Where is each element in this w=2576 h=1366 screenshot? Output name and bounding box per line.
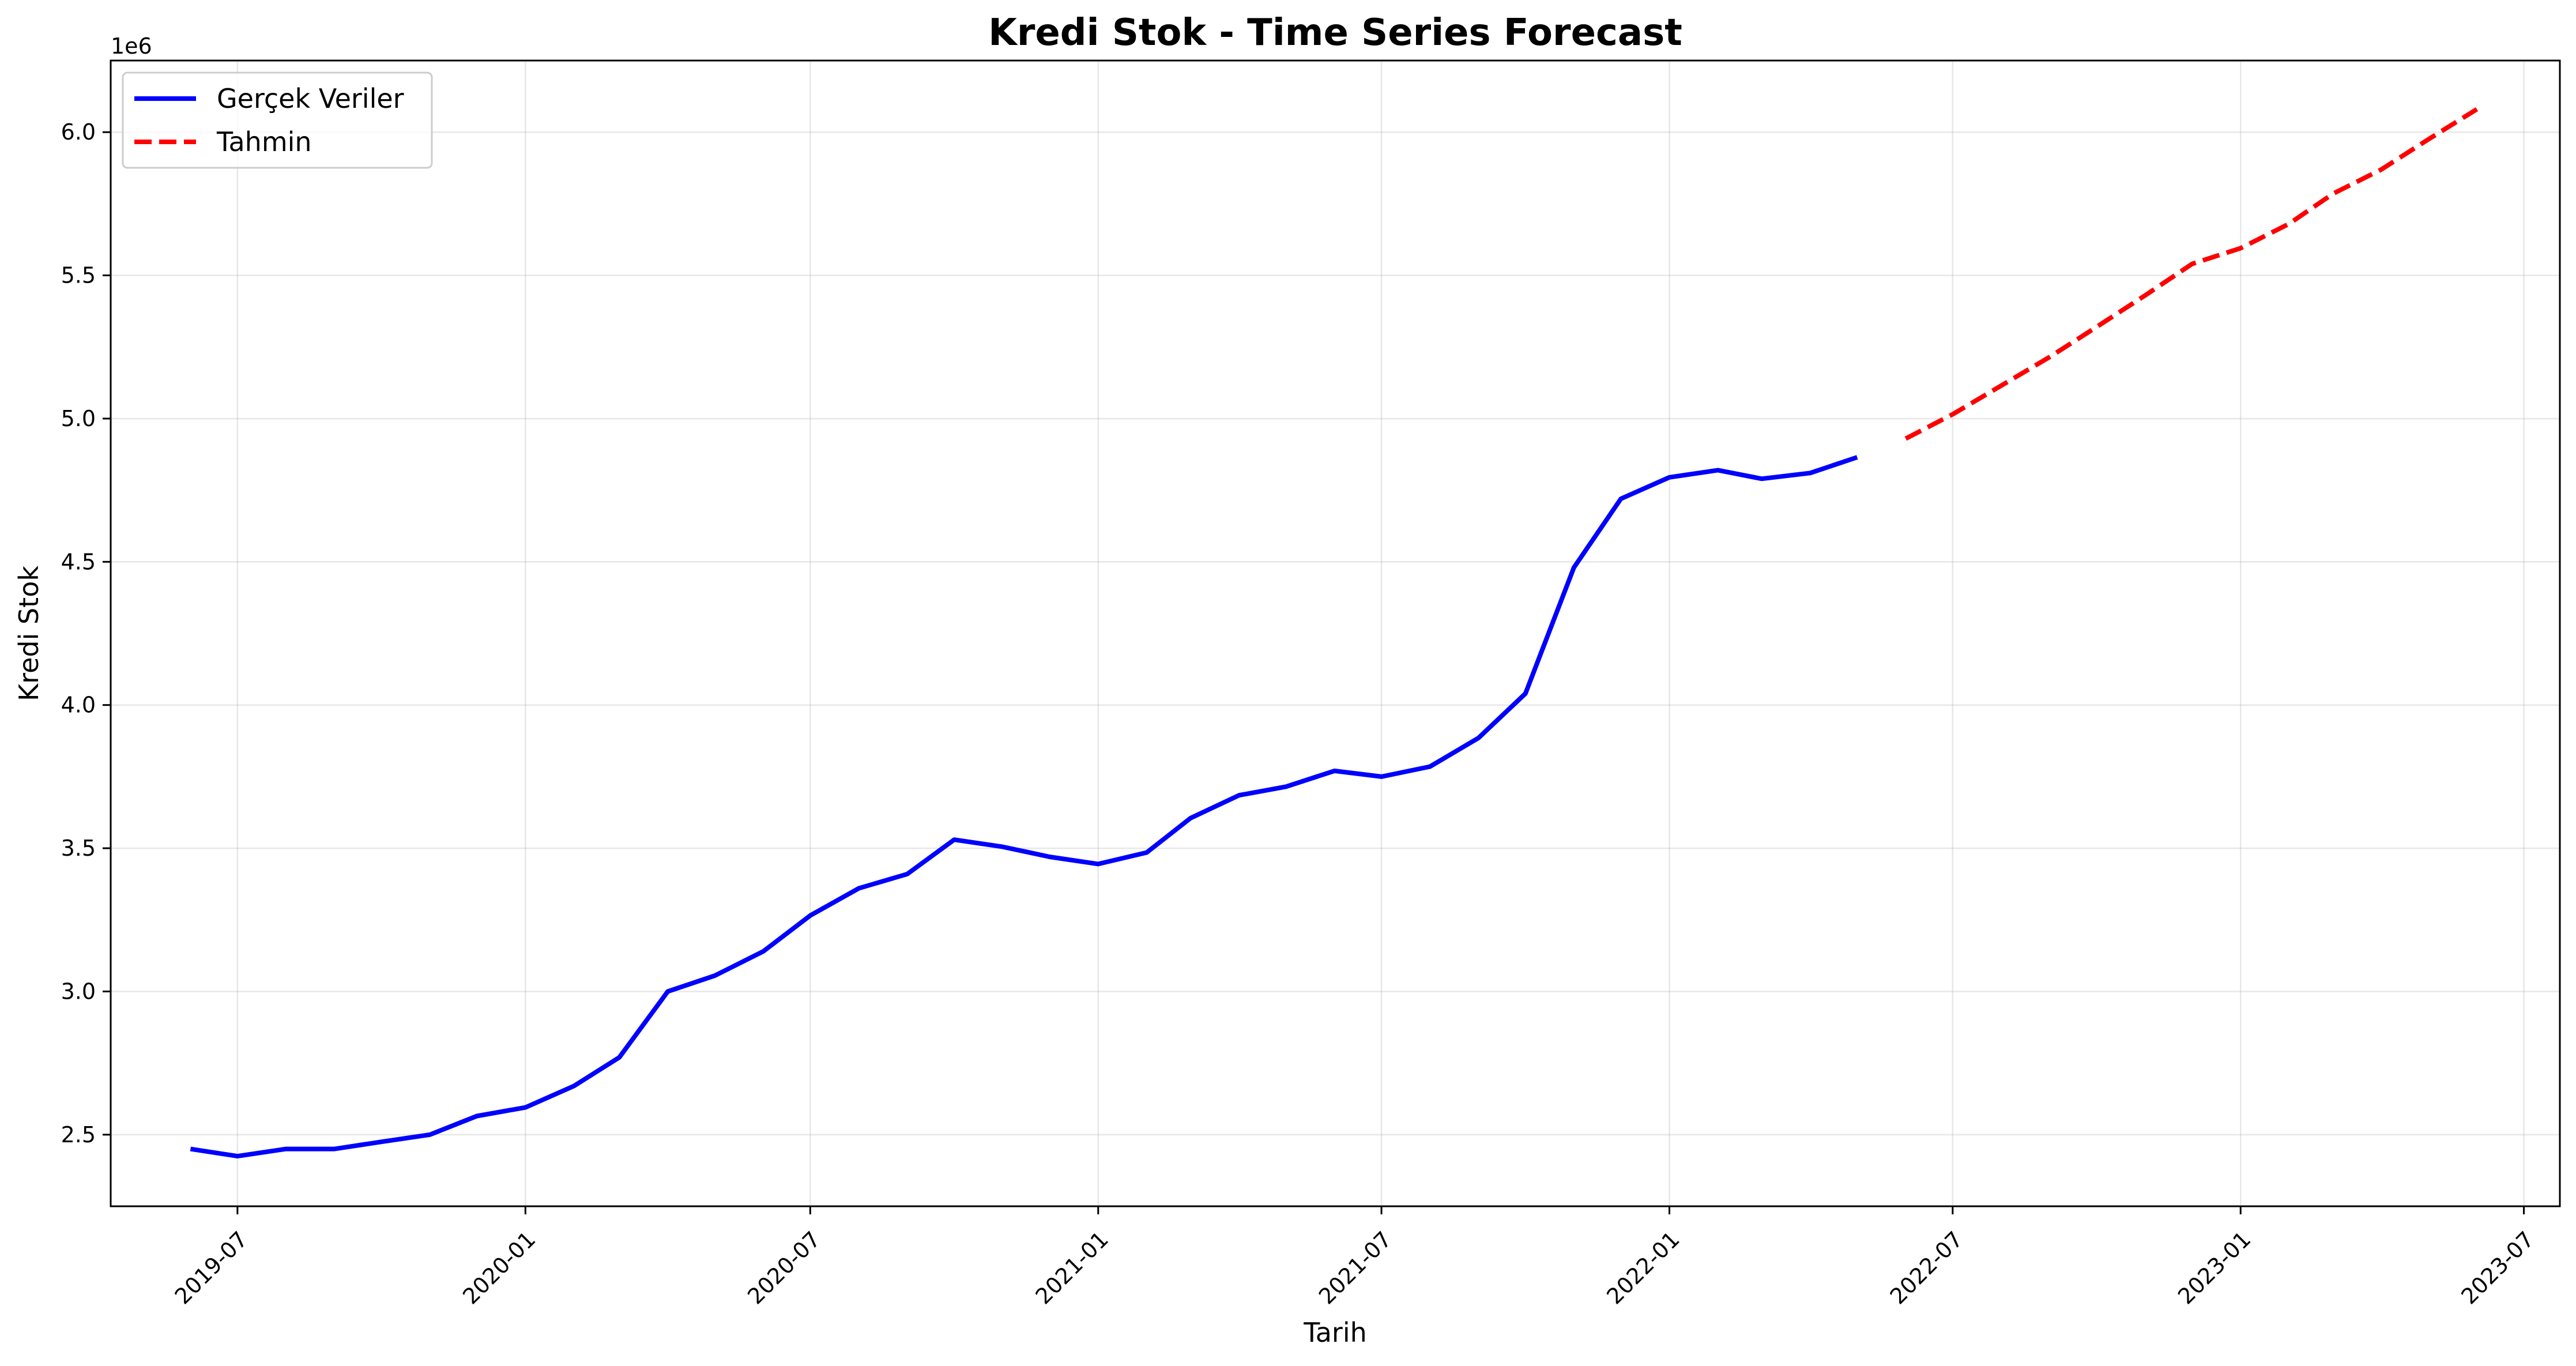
y-tick-label: 6.0 [61, 119, 96, 145]
legend: Gerçek Veriler Tahmin [122, 72, 433, 169]
legend-label-actual: Gerçek Veriler [217, 83, 404, 114]
y-tick-label: 3.0 [61, 979, 96, 1004]
grid [111, 61, 2560, 1206]
x-axis-title: Tarih [1303, 1317, 1367, 1348]
x-tick-label: 2022-01 [1602, 1226, 1684, 1309]
x-tick-label: 2023-01 [2173, 1226, 2255, 1309]
y-tick-label: 2.5 [61, 1122, 96, 1147]
series-lines [190, 107, 2479, 1159]
y-tick-label: 5.5 [61, 263, 96, 288]
x-tick-label: 2021-01 [1031, 1226, 1113, 1309]
x-tick-label: 2022-07 [1885, 1226, 1968, 1309]
x-tick-label: 2019-07 [170, 1226, 253, 1309]
y-tick-label: 4.5 [61, 549, 96, 574]
y-tick-label: 5.0 [61, 406, 96, 431]
legend-label-forecast: Tahmin [216, 126, 312, 157]
y-axis-offset-label: 1e6 [111, 33, 152, 59]
x-tick-label: 2020-01 [458, 1226, 540, 1309]
forecast-line [1904, 107, 2479, 441]
legend-box [122, 72, 433, 169]
y-tick-label: 4.0 [61, 693, 96, 718]
x-tick-label: 2020-07 [743, 1226, 825, 1309]
plot-frame [110, 59, 2561, 1207]
actual-data-line [190, 455, 1858, 1159]
y-tick-label: 3.5 [61, 836, 96, 861]
axis-ticks: 2019-07 2020-01 2020-07 2021-01 2021-07 2022-… [61, 119, 2539, 1309]
x-tick-label: 2023-07 [2456, 1226, 2539, 1309]
x-tick-label: 2021-07 [1314, 1226, 1396, 1309]
chart-title: Kredi Stok - Time Series Forecast [988, 12, 1682, 54]
y-axis-title: Kredi Stok [13, 566, 44, 701]
